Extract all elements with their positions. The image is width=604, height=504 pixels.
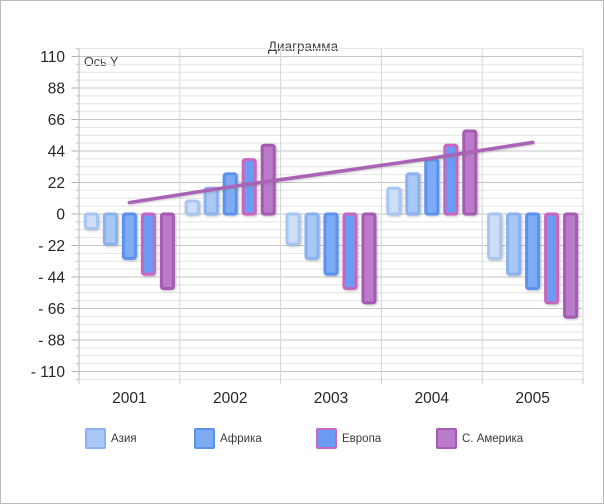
y-tick-label: 0 xyxy=(56,207,65,224)
bar-Европа-2003[interactable] xyxy=(342,212,358,290)
x-tick-label: 2003 xyxy=(314,390,348,407)
y-tick-label: 88 xyxy=(48,80,65,97)
legend-item-С. Америка[interactable]: С. Америка xyxy=(436,428,523,449)
bar-series1-2002[interactable] xyxy=(184,199,200,216)
y-tick-label: - 66 xyxy=(38,301,65,318)
bar-Азия-2005[interactable] xyxy=(506,212,522,276)
bar-Африка-2005[interactable] xyxy=(525,212,541,290)
line-layer xyxy=(127,140,535,205)
bar-Азия-2001[interactable] xyxy=(102,212,118,246)
legend-swatch xyxy=(85,428,106,449)
tick-layer xyxy=(71,48,584,384)
legend-label: С. Америка xyxy=(462,432,524,445)
bar-Африка-2001[interactable] xyxy=(121,212,137,260)
y-tick-label: - 44 xyxy=(38,270,65,287)
chart-title: Диаграмма xyxy=(267,39,339,54)
trend-line xyxy=(127,140,535,205)
bar-Африка-2002[interactable] xyxy=(222,172,238,216)
x-tick-label: 2001 xyxy=(112,390,146,407)
bar-С. Америка-2005[interactable] xyxy=(563,212,579,319)
x-tick-label: 2004 xyxy=(415,390,450,407)
x-tick-label: 2002 xyxy=(213,390,247,407)
legend-swatch xyxy=(436,428,457,449)
legend-swatch xyxy=(194,428,215,449)
y-tick-label: 22 xyxy=(48,175,65,192)
y-tick-label: 44 xyxy=(48,143,66,160)
bar-С. Америка-2004[interactable] xyxy=(462,129,478,216)
bar-series1-2005[interactable] xyxy=(487,212,503,260)
x-tick-label: 2005 xyxy=(515,390,549,407)
legend-swatch xyxy=(316,428,337,449)
bar-series1-2003[interactable] xyxy=(285,212,301,246)
legend-item-Африка[interactable]: Африка xyxy=(194,428,262,449)
bar-Европа-2002[interactable] xyxy=(241,158,257,216)
bar-Азия-2004[interactable] xyxy=(405,172,421,216)
legend-label: Азия xyxy=(111,432,137,445)
y-tick-label: 66 xyxy=(48,112,65,129)
y-tick-label: - 88 xyxy=(38,333,65,350)
bar-С. Америка-2003[interactable] xyxy=(361,212,377,305)
bar-С. Америка-2001[interactable] xyxy=(159,212,175,290)
bar-Африка-2004[interactable] xyxy=(424,158,440,216)
bar-Европа-2001[interactable] xyxy=(140,212,156,276)
bar-Африка-2003[interactable] xyxy=(323,212,339,276)
bar-series1-2004[interactable] xyxy=(386,186,402,216)
bar-Европа-2004[interactable] xyxy=(443,143,459,216)
y-tick-label: - 110 xyxy=(31,364,66,381)
legend-item-Азия[interactable]: Азия xyxy=(85,428,137,449)
legend-label: Африка xyxy=(220,432,262,445)
y-tick-label: - 22 xyxy=(38,238,65,255)
y-tick-label: 110 xyxy=(40,49,65,66)
bar-Европа-2005[interactable] xyxy=(544,212,560,305)
legend: Азия Африка Европа С. Америка xyxy=(1,428,603,452)
label-layer: 110 88 66 44 22 0 - 22 - 44 - 66 - 88 - 110 2001 200… xyxy=(31,49,550,407)
bar-Азия-2003[interactable] xyxy=(304,212,320,260)
y-axis-title: Ось Y xyxy=(84,55,119,69)
legend-label: Европа xyxy=(342,432,382,445)
bar-series1-2001[interactable] xyxy=(83,212,99,230)
legend-item-Европа[interactable]: Европа xyxy=(316,428,381,449)
